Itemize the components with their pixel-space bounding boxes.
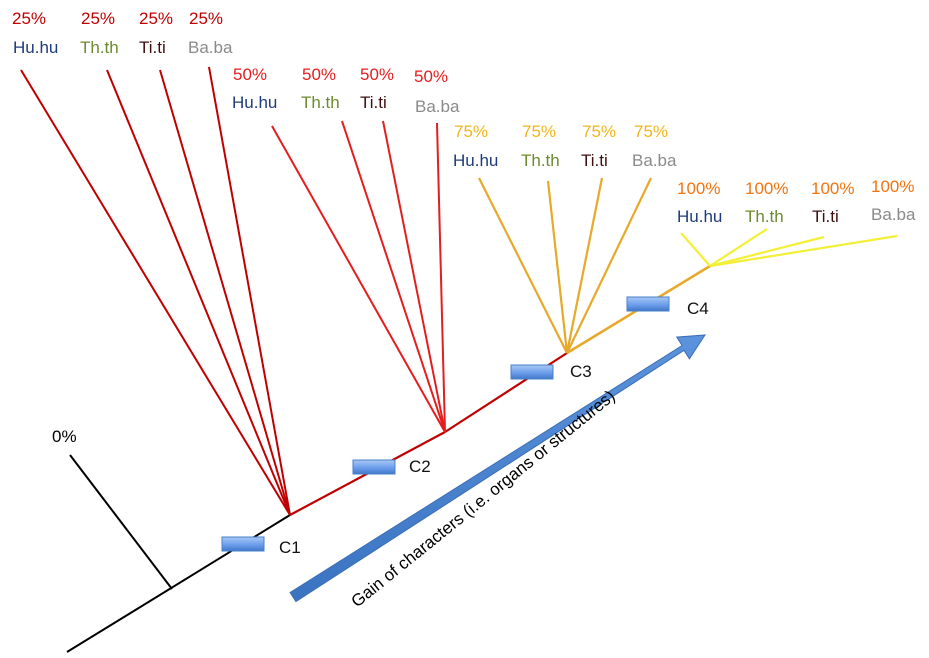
species-25-hu: Hu.hu [13, 38, 58, 57]
branches-group-100 [680, 228, 898, 268]
species-100-th: Th.th [745, 207, 784, 226]
character-label-c1: C1 [279, 538, 301, 557]
branch-50-hu [271, 125, 446, 433]
labels-group-100: 100% 100% 100% 100% Hu.hu Th.th Ti.ti Ba… [677, 177, 916, 226]
outgroup-branch [69, 454, 173, 590]
percent-75-hu: 75% [454, 122, 488, 141]
percent-75-ba: 75% [634, 122, 668, 141]
branch-50-ti [382, 120, 446, 433]
species-50-hu: Hu.hu [232, 93, 277, 112]
character-label-c4: C4 [687, 299, 709, 318]
percent-50-th: 50% [302, 65, 336, 84]
branches-group-75 [478, 177, 652, 354]
character-marker-c3 [510, 364, 554, 380]
percent-25-ti: 25% [139, 9, 173, 28]
percent-25-ba: 25% [189, 9, 223, 28]
percent-25-th: 25% [81, 9, 115, 28]
character-label-c2: C2 [409, 457, 431, 476]
species-25-th: Th.th [80, 38, 119, 57]
species-75-hu: Hu.hu [453, 151, 498, 170]
branch-100-ti [709, 235, 825, 268]
branch-75-hu [478, 177, 568, 354]
species-100-ba: Ba.ba [871, 205, 916, 224]
gain-arrow-shape [289, 334, 706, 603]
stem-black [66, 454, 291, 653]
branch-25-ba [208, 66, 291, 516]
percent-75-ti: 75% [582, 122, 616, 141]
species-75-ba: Ba.ba [632, 151, 677, 170]
branch-75-ti [565, 177, 604, 354]
gain-arrow-label: Gain of characters (i.e. organs or struc… [348, 386, 619, 611]
percent-25-hu: 25% [12, 9, 46, 28]
labels-group-75: 75% 75% 75% 75% Hu.hu Th.th Ti.ti Ba.ba [453, 122, 677, 170]
species-25-ba: Ba.ba [188, 38, 233, 57]
branch-50-th [341, 120, 446, 433]
branch-100-th [709, 228, 768, 267]
branch-100-ba [709, 234, 898, 268]
character-marker-c2 [352, 459, 396, 475]
percent-100-hu: 100% [677, 179, 720, 198]
species-50-ti: Ti.ti [360, 93, 387, 112]
root-percent-label: 0% [52, 427, 77, 446]
character-marker-c1 [221, 536, 265, 552]
branch-25-ti [159, 69, 291, 516]
branch-25-hu [20, 69, 291, 516]
species-25-ti: Ti.ti [139, 38, 166, 57]
percent-100-ba: 100% [871, 177, 914, 196]
species-75-ti: Ti.ti [581, 151, 608, 170]
species-50-ba: Ba.ba [415, 97, 460, 116]
branches-group-50 [271, 120, 446, 433]
species-50-th: Th.th [301, 93, 340, 112]
labels-group-50: 50% 50% 50% 50% Hu.hu Th.th Ti.ti Ba.ba [232, 65, 460, 116]
percent-50-ti: 50% [360, 65, 394, 84]
branch-50-ba [436, 122, 446, 433]
labels-group-25: 25% 25% 25% 25% Hu.hu Th.th Ti.ti Ba.ba [12, 9, 233, 57]
percent-50-ba: 50% [414, 67, 448, 86]
percent-100-ti: 100% [811, 179, 854, 198]
branch-75-th [546, 180, 569, 354]
stem-segment-base [66, 514, 291, 653]
percent-75-th: 75% [522, 122, 556, 141]
branch-75-ba [566, 177, 652, 354]
branches-group-25 [20, 66, 291, 516]
species-75-th: Th.th [521, 151, 560, 170]
species-100-ti: Ti.ti [812, 207, 839, 226]
branch-100-hu [680, 232, 711, 267]
character-label-c3: C3 [570, 362, 592, 381]
gain-arrow: Gain of characters (i.e. organs or struc… [289, 334, 706, 611]
percent-100-th: 100% [745, 179, 788, 198]
character-marker-c4 [626, 296, 670, 312]
branch-25-th [106, 69, 291, 516]
percent-50-hu: 50% [233, 65, 267, 84]
species-100-hu: Hu.hu [677, 207, 722, 226]
